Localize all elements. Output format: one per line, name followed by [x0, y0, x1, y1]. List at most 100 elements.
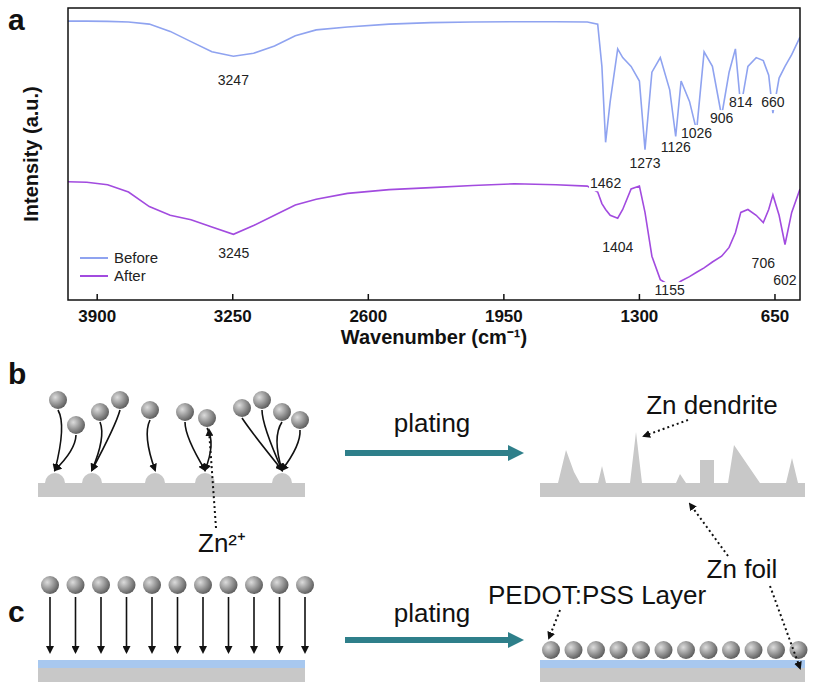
zn-ion: [767, 641, 785, 659]
peak-annotation: 3245: [217, 245, 250, 261]
zn-ion: [565, 641, 583, 659]
label-patch: [589, 175, 622, 191]
zn-ion: [91, 403, 109, 421]
process-label: plating: [394, 598, 471, 628]
zn-ion: [92, 576, 110, 594]
peak-annotation: 1126: [660, 139, 692, 155]
x-tick: [232, 294, 234, 300]
label-patch: [217, 245, 250, 261]
plot-area: [68, 21, 800, 285]
zn-ion: [677, 641, 695, 659]
legend-swatch: [80, 257, 108, 259]
zn-ion: [67, 416, 85, 434]
label-patch: [680, 125, 713, 141]
x-tick: [774, 294, 776, 300]
zn-nucleus: [82, 473, 102, 483]
figure: 39003250260019501300650Wavenumber (cm⁻¹)…: [0, 0, 813, 685]
ion-path-arrow: [177, 597, 179, 652]
peak-label: 1462: [590, 175, 621, 191]
x-tick: [503, 294, 505, 300]
label-patch: [628, 155, 661, 171]
zn-foil: [38, 668, 305, 682]
zn-ion: [176, 403, 194, 421]
zn-ion: [111, 391, 129, 409]
ion-path-arrow: [49, 597, 51, 652]
panel-letter: c: [8, 595, 25, 628]
ion-path-arrow: [126, 597, 128, 652]
zn-ion: [271, 576, 289, 594]
peak-label: 1126: [661, 139, 691, 155]
zn-ion: [745, 641, 763, 659]
foil-label: Zn foil: [707, 554, 778, 584]
process-arrow: [345, 450, 518, 456]
label-patch: [660, 139, 692, 155]
zn-foil: [540, 668, 805, 682]
ion-path-arrow: [304, 597, 306, 652]
label-patch: [601, 239, 634, 255]
zn-ion: [220, 576, 238, 594]
x-tick-label: 3250: [214, 307, 252, 326]
zn-ion: [542, 641, 560, 659]
zn-ion: [790, 641, 808, 659]
ion-path-arrow: [55, 435, 76, 470]
zn-ion: [198, 409, 216, 427]
label-patch: [772, 272, 798, 288]
zn-ion: [722, 641, 740, 659]
ion-label: Zn²⁺: [198, 528, 246, 558]
peak-annotation: 1273: [628, 155, 661, 171]
panel-c: [38, 576, 314, 682]
peak-annotation: 1404: [601, 239, 634, 255]
legend-label: Before: [114, 249, 158, 266]
zn-ion: [143, 576, 161, 594]
ion-path-arrow: [92, 422, 102, 470]
peak-annotation: 3247: [217, 72, 250, 88]
zn-ion: [233, 399, 251, 417]
x-tick: [96, 294, 98, 300]
ion-path-arrow: [92, 410, 120, 470]
x-axis-title: Wavenumber (cm⁻¹): [341, 326, 527, 348]
zn-ion: [194, 576, 212, 594]
plot-frame: [68, 8, 800, 300]
ion-path-arrow: [279, 597, 281, 652]
ion-path-arrow: [205, 428, 211, 470]
pedot-layer: [38, 660, 305, 668]
peak-annotation: 906: [709, 110, 735, 126]
pointer-arrow: [644, 420, 688, 436]
zn-ion: [700, 641, 718, 659]
pedot-layer: [540, 660, 805, 668]
x-tick-label: 3900: [78, 307, 116, 326]
ion-path-arrow: [75, 597, 77, 652]
x-tick: [368, 294, 370, 300]
zn-ion: [291, 411, 309, 429]
zn-ion: [253, 391, 271, 409]
label-patch: [751, 255, 777, 271]
legend-label: After: [114, 267, 146, 284]
zn-ion: [273, 403, 291, 421]
ion-path-arrow: [282, 430, 300, 470]
zn-ion: [296, 576, 314, 594]
peak-label: 3245: [218, 245, 249, 261]
ion-path-arrow: [253, 597, 255, 652]
x-tick-label: 1300: [621, 307, 659, 326]
ion-path-arrow: [277, 422, 282, 470]
zn-ion: [245, 576, 263, 594]
legend-swatch: [80, 275, 108, 277]
peak-label: 1404: [602, 239, 633, 255]
peak-label: 906: [710, 110, 734, 126]
y-axis-title: Intensity (a.u.): [20, 86, 42, 222]
zn-ion: [655, 641, 673, 659]
zn-ion: [632, 641, 650, 659]
zn-ion: [67, 576, 85, 594]
zn-ion: [141, 401, 159, 419]
x-tick: [639, 294, 641, 300]
legend: BeforeAfter: [80, 249, 158, 284]
zn-nucleus: [145, 473, 165, 483]
pointer-arrow: [690, 504, 728, 556]
peak-label: 660: [761, 94, 785, 110]
x-tick-label: 2600: [349, 307, 387, 326]
peak-label: 1155: [655, 282, 685, 298]
panel-letter: a: [8, 3, 25, 36]
ion-path-arrow: [147, 420, 155, 470]
process-label: plating: [394, 408, 471, 438]
peak-label: 814: [729, 94, 753, 110]
